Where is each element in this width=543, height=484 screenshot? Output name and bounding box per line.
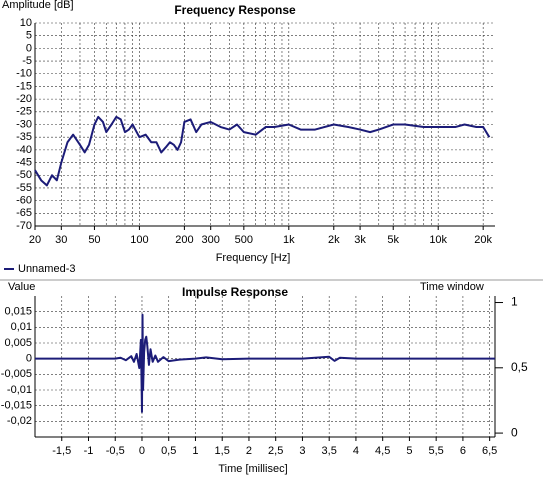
x-tick-label: 500	[235, 234, 253, 246]
y-tick-label: 5	[26, 30, 32, 42]
y-tick-label: 0	[26, 42, 32, 54]
x-axis-label: Time [millisec]	[218, 463, 287, 475]
x-tick-label: 1,5	[215, 445, 230, 457]
y2-tick-label: 0	[511, 425, 518, 439]
y-tick-label: 10	[20, 17, 32, 29]
y-tick-label: -0,015	[1, 400, 32, 412]
y-tick-label: -10	[16, 68, 32, 80]
y-tick-label: 0,01	[11, 321, 32, 333]
x-tick-label: -0,5	[106, 445, 125, 457]
y-tick-label: -0,02	[7, 415, 32, 427]
y-tick-label: -25	[16, 106, 32, 118]
x-tick-label: 6	[460, 445, 466, 457]
y-tick-label: -30	[16, 118, 32, 130]
y-axis-label: Value	[8, 281, 35, 293]
y2-tick-label: 1	[511, 295, 518, 309]
chart-title: Impulse Response	[182, 285, 288, 299]
x-tick-label: 200	[175, 234, 193, 246]
y2-tick-label: 0,5	[511, 360, 528, 374]
data-line	[34, 115, 491, 187]
x-tick-label: 2,5	[268, 445, 283, 457]
x-tick-label: 2	[246, 445, 252, 457]
y-axis-label: Amplitude [dB]	[2, 0, 74, 11]
x-tick-label: 4	[353, 445, 359, 457]
x-tick-label: 3k	[354, 234, 366, 246]
x-tick-label: 0	[139, 445, 145, 457]
y-tick-label: -20	[16, 93, 32, 105]
y-tick-label: -0,01	[7, 384, 32, 396]
x-tick-label: 300	[202, 234, 220, 246]
x-tick-label: 1	[192, 445, 198, 457]
x-tick-label: 0,5	[161, 445, 176, 457]
x-tick-label: 20k	[474, 234, 492, 246]
x-tick-label: 2k	[328, 234, 340, 246]
y2-axis-label: Time window	[420, 281, 484, 293]
x-tick-label: 4,5	[375, 445, 390, 457]
y-tick-label: 0,015	[4, 306, 32, 318]
x-tick-label: 6,5	[482, 445, 497, 457]
x-tick-label: 20	[29, 234, 41, 246]
y-tick-label: -15	[16, 80, 32, 92]
x-tick-label: 3,5	[322, 445, 337, 457]
y-tick-label: -50	[16, 169, 32, 181]
legend-label: Unnamed-3	[18, 263, 75, 275]
y-tick-label: -65	[16, 207, 32, 219]
x-tick-label: 30	[55, 234, 67, 246]
x-tick-label: -1,5	[52, 445, 71, 457]
y-tick-label: 0,005	[4, 337, 32, 349]
x-tick-label: 100	[130, 234, 148, 246]
y-tick-label: -55	[16, 182, 32, 194]
x-axis-label: Frequency [Hz]	[216, 252, 291, 264]
x-tick-label: 5k	[387, 234, 399, 246]
x-tick-label: 5,5	[429, 445, 444, 457]
x-tick-label: 3	[299, 445, 305, 457]
y-tick-label: -35	[16, 131, 32, 143]
x-tick-label: -1	[84, 445, 94, 457]
y-tick-label: -5	[22, 55, 32, 67]
chart-title: Frequency Response	[174, 3, 296, 17]
y-tick-label: -45	[16, 156, 32, 168]
x-tick-label: 50	[88, 234, 100, 246]
y-tick-label: 0	[26, 353, 32, 365]
data-line	[35, 313, 495, 413]
y-tick-label: -60	[16, 195, 32, 207]
x-tick-label: 5	[406, 445, 412, 457]
y-tick-label: -40	[16, 144, 32, 156]
x-tick-label: 10k	[429, 234, 447, 246]
y-tick-label: -70	[16, 220, 32, 232]
y-tick-label: -0,005	[1, 368, 32, 380]
x-tick-label: 1k	[283, 234, 295, 246]
